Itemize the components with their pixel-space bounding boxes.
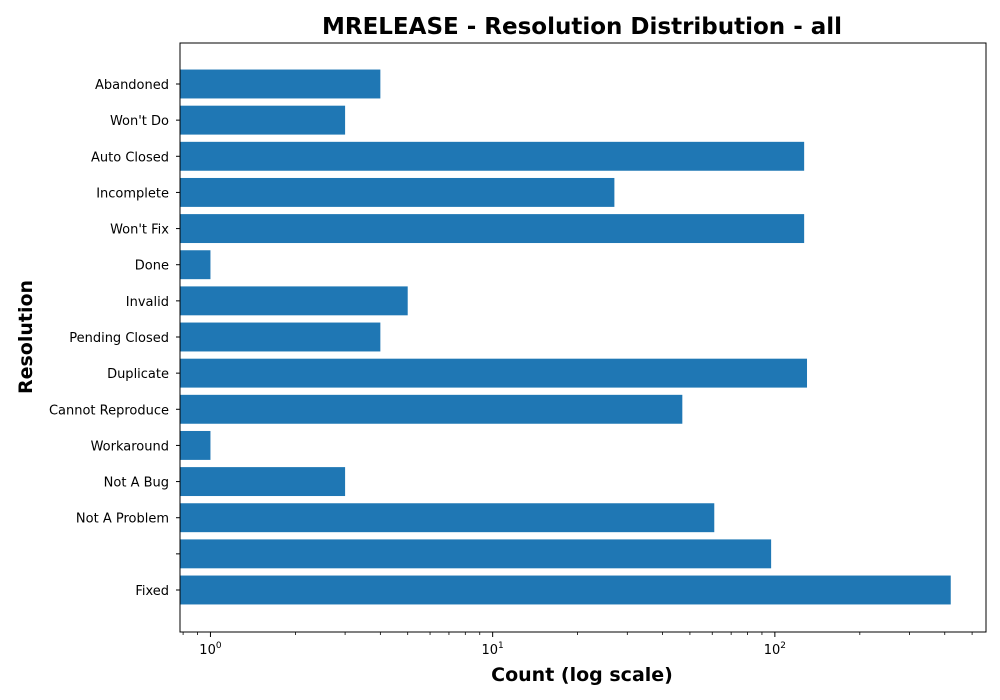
bars-group bbox=[180, 69, 951, 605]
bar-duplicate bbox=[180, 358, 808, 388]
bar-won-t-fix bbox=[180, 214, 805, 244]
y-tick-label-not-a-bug: Not A Bug bbox=[104, 476, 169, 491]
y-axis: Abandoned Won't Do Auto Closed Incomplete Wo… bbox=[49, 78, 180, 599]
y-tick-label-auto-closed: Auto Closed bbox=[91, 150, 169, 165]
y-tick-label-cannot-reproduce: Cannot Reproduce bbox=[49, 403, 169, 418]
bar-done bbox=[180, 250, 211, 280]
bar-abandoned bbox=[180, 69, 381, 99]
y-tick-label-duplicate: Duplicate bbox=[107, 367, 169, 382]
bar-auto-closed bbox=[180, 141, 805, 171]
x-axis: 100 101 102 bbox=[182, 632, 973, 658]
y-tick-label-pending-closed: Pending Closed bbox=[69, 331, 169, 346]
y-axis-label: Resolution bbox=[15, 280, 37, 394]
y-tick-label-invalid: Invalid bbox=[126, 295, 169, 310]
bar-not-a-bug bbox=[180, 467, 346, 497]
y-tick-label-incomplete: Incomplete bbox=[96, 186, 169, 201]
y-tick-label-not-a-problem: Not A Problem bbox=[76, 512, 169, 527]
y-tick-label-won-t-fix: Won't Fix bbox=[110, 223, 169, 238]
bar-workaround bbox=[180, 430, 211, 460]
y-tick-label-done: Done bbox=[135, 259, 169, 274]
y-tick-label-workaround: Workaround bbox=[91, 439, 169, 454]
bar-unlabeled bbox=[180, 539, 772, 569]
y-tick-label-abandoned: Abandoned bbox=[95, 78, 169, 93]
bar-not-a-problem bbox=[180, 503, 715, 533]
x-tick-label-1: 101 bbox=[482, 641, 504, 658]
chart-title: MRELEASE - Resolution Distribution - all bbox=[322, 14, 842, 40]
bar-won-t-do bbox=[180, 105, 346, 135]
x-tick-label-0: 100 bbox=[199, 641, 222, 658]
bar-cannot-reproduce bbox=[180, 394, 683, 424]
bar-pending-closed bbox=[180, 322, 381, 352]
x-axis-label: Count (log scale) bbox=[491, 664, 673, 686]
bar-fixed bbox=[180, 575, 951, 605]
x-tick-label-2: 102 bbox=[764, 641, 786, 658]
bar-invalid bbox=[180, 286, 408, 316]
y-tick-label-won-t-do: Won't Do bbox=[110, 114, 169, 129]
bar-incomplete bbox=[180, 177, 615, 207]
y-tick-label-fixed: Fixed bbox=[135, 584, 169, 599]
